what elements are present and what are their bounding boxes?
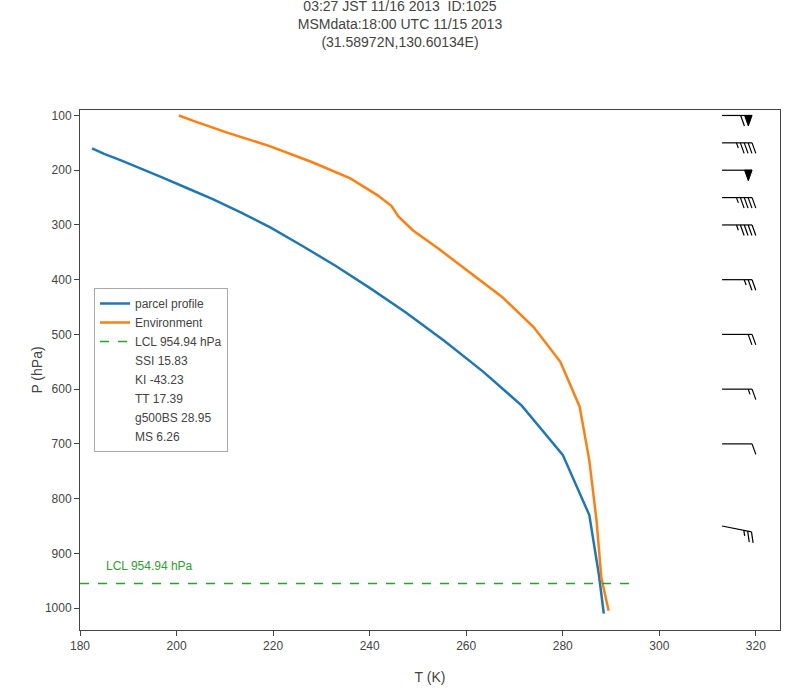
svg-text:400: 400 — [52, 273, 72, 287]
svg-text:320: 320 — [746, 639, 766, 653]
svg-text:200: 200 — [167, 639, 187, 653]
svg-text:300: 300 — [649, 639, 669, 653]
svg-text:500: 500 — [52, 328, 72, 342]
svg-text:MS 6.26: MS 6.26 — [135, 430, 180, 444]
svg-text:180: 180 — [70, 639, 90, 653]
svg-text:200: 200 — [52, 163, 72, 177]
svg-text:1000: 1000 — [45, 601, 72, 615]
svg-text:280: 280 — [553, 639, 573, 653]
svg-text:KI -43.23: KI -43.23 — [135, 373, 184, 387]
svg-text:03:27 JST 11/16 2013 ID:1025M: 03:27 JST 11/16 2013 ID:1025MSMdata:18:0… — [298, 0, 503, 50]
svg-text:LCL 954.94 hPa: LCL 954.94 hPa — [135, 335, 222, 349]
svg-text:SSI 15.83: SSI 15.83 — [135, 354, 188, 368]
svg-text:LCL 954.94 hPa: LCL 954.94 hPa — [106, 559, 193, 573]
svg-text:P (hPa): P (hPa) — [29, 346, 45, 393]
svg-text:TT 17.39: TT 17.39 — [135, 392, 183, 406]
svg-text:260: 260 — [456, 639, 476, 653]
svg-text:300: 300 — [52, 218, 72, 232]
svg-text:700: 700 — [52, 437, 72, 451]
svg-text:Environment: Environment — [135, 316, 203, 330]
svg-text:240: 240 — [360, 639, 380, 653]
svg-text:900: 900 — [52, 547, 72, 561]
svg-text:800: 800 — [52, 492, 72, 506]
svg-text:220: 220 — [263, 639, 283, 653]
svg-text:parcel profile: parcel profile — [135, 297, 204, 311]
svg-text:T (K): T (K) — [415, 669, 446, 685]
svg-text:g500BS 28.95: g500BS 28.95 — [135, 411, 211, 425]
svg-text:100: 100 — [52, 109, 72, 123]
svg-text:600: 600 — [52, 382, 72, 396]
